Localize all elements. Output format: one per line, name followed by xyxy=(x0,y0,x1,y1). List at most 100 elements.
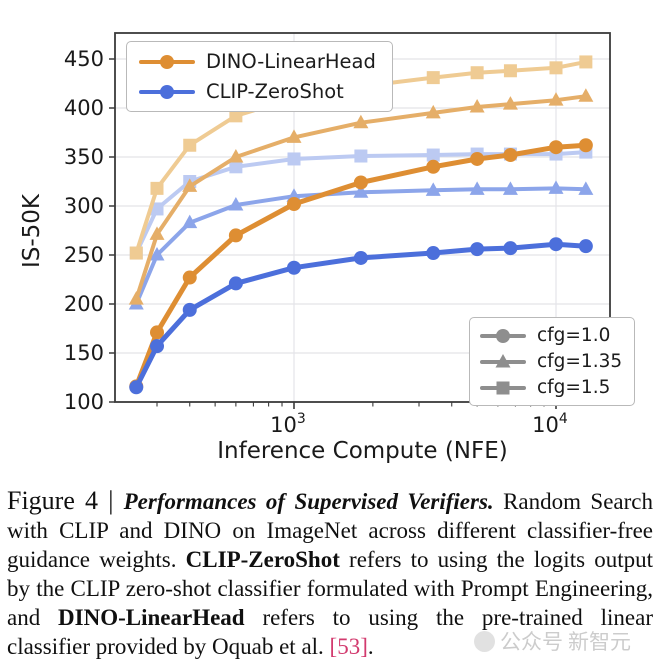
tick-label-y: 150 xyxy=(64,341,104,365)
triangle-marker-icon xyxy=(149,247,165,261)
caption-segment-r: refers to using the logits output by the… xyxy=(7,547,653,630)
triangle-legend-marker-icon xyxy=(480,353,526,367)
triangle-marker-icon xyxy=(502,96,518,110)
square-marker-icon xyxy=(426,71,440,85)
square-marker-icon xyxy=(354,149,368,163)
circle-marker-icon xyxy=(228,228,243,243)
triangle-marker-icon xyxy=(353,184,369,198)
circle-marker-icon xyxy=(496,328,510,343)
circle-marker-icon xyxy=(182,302,197,317)
square-marker-icon xyxy=(496,381,510,394)
circle-marker-icon xyxy=(549,237,563,252)
triangle-marker-icon xyxy=(228,149,244,163)
circle-marker-icon xyxy=(160,54,174,69)
circle-marker-icon xyxy=(160,84,174,99)
triangle-marker-icon xyxy=(286,129,302,143)
circle-marker-icon xyxy=(578,138,593,153)
triangle-marker-icon xyxy=(353,114,369,129)
tick-label-y: 300 xyxy=(64,194,104,218)
tick-label-y: 250 xyxy=(64,243,104,267)
legend-label: cfg=1.35 xyxy=(537,351,623,372)
legend-label: cfg=1.0 xyxy=(537,325,611,346)
square-legend-marker-icon xyxy=(480,381,526,394)
caption-segment-b: DINO-LinearHead xyxy=(58,605,245,630)
triangle-marker-icon xyxy=(425,182,441,196)
square-marker-icon xyxy=(129,246,143,260)
legend-item-cfg-1-5: cfg=1.5 xyxy=(480,377,622,398)
square-marker-icon xyxy=(470,66,484,80)
tick-label-y: 400 xyxy=(64,96,104,120)
legend-item-cfg-1-0: cfg=1.0 xyxy=(480,325,622,346)
triangle-marker-icon xyxy=(149,226,165,240)
square-marker-icon xyxy=(426,148,440,162)
tick-label-y: 200 xyxy=(64,292,104,316)
triangle-marker-icon xyxy=(495,353,511,367)
square-marker-icon xyxy=(229,160,243,174)
caption-segment-r: . xyxy=(367,634,374,659)
figure-caption: Figure 4 | Performances of Supervised Ve… xyxy=(7,486,653,661)
series-dino-linearhead-cfg1.0 xyxy=(129,138,593,394)
axes-spines xyxy=(114,32,611,403)
triangle-marker-icon xyxy=(182,214,198,229)
square-marker-icon xyxy=(287,152,301,166)
triangle-marker-icon xyxy=(228,197,244,211)
square-marker-icon xyxy=(150,181,164,195)
caption-segment-cite[interactable]: [53] xyxy=(329,634,368,659)
circle-marker-icon xyxy=(129,380,144,395)
square-marker-icon xyxy=(549,61,563,75)
triangle-marker-icon xyxy=(502,181,518,195)
triangle-marker-icon xyxy=(469,181,485,195)
caption-segment-r: refers to using the pre-trained linear c… xyxy=(7,605,653,659)
triangle-marker-icon xyxy=(182,178,198,192)
square-marker-icon xyxy=(579,55,593,69)
circle-marker-icon xyxy=(426,246,441,261)
tick-label-x: 103 xyxy=(270,411,306,437)
circle-marker-icon xyxy=(578,239,593,254)
tick-label-y: 100 xyxy=(64,390,104,414)
triangle-marker-icon xyxy=(578,181,594,195)
legend-item-clip-zeroshot: CLIP-ZeroShot xyxy=(139,80,376,103)
triangle-marker-icon xyxy=(469,99,485,113)
caption-segment-b: CLIP-ZeroShot xyxy=(185,547,340,572)
circle-marker-icon xyxy=(150,339,165,354)
circle-marker-icon xyxy=(353,250,368,265)
square-marker-icon xyxy=(503,64,517,78)
tick-label-y: 350 xyxy=(64,145,104,169)
square-marker-icon xyxy=(229,109,243,123)
legend-item-dino-linearhead: DINO-LinearHead xyxy=(139,50,376,73)
circle-marker-icon xyxy=(470,242,485,257)
circle-marker-icon xyxy=(150,325,165,340)
circle-marker-icon xyxy=(503,148,518,163)
legend-label: DINO-LinearHead xyxy=(206,50,376,73)
circle-marker-icon xyxy=(182,270,197,285)
circle-marker-icon xyxy=(549,140,563,155)
circle-marker-icon xyxy=(470,151,485,166)
series-dino-linearhead-cfg1.35 xyxy=(128,88,594,305)
triangle-marker-icon xyxy=(578,88,594,102)
caption-segment-bi: Performances of Supervised Verifiers. xyxy=(123,489,494,514)
tick-label-x: 104 xyxy=(532,411,568,437)
triangle-marker-icon xyxy=(128,291,144,305)
series-clip-zeroshot-cfg1.0 xyxy=(129,237,593,395)
circle-legend-marker-icon xyxy=(480,328,526,343)
x-axis-label: Inference Compute (NFE) xyxy=(217,438,508,464)
circle-legend-marker-icon xyxy=(139,54,195,69)
caption-segment-fig: Figure 4 | xyxy=(7,486,124,515)
legend-label: CLIP-ZeroShot xyxy=(206,80,344,103)
tick-label-y: 450 xyxy=(64,47,104,71)
triangle-marker-icon xyxy=(548,92,564,106)
circle-marker-icon xyxy=(426,159,441,174)
circle-marker-icon xyxy=(287,197,301,212)
triangle-marker-icon xyxy=(425,104,441,119)
caption-segment-r: Random Search with CLIP and DINO on Imag… xyxy=(7,489,654,572)
circle-legend-marker-icon xyxy=(139,84,195,99)
circle-marker-icon xyxy=(353,175,368,190)
triangle-marker-icon xyxy=(548,180,564,194)
legend-item-cfg-1-35: cfg=1.35 xyxy=(480,351,622,372)
square-marker-icon xyxy=(183,138,197,152)
square-marker-icon xyxy=(150,202,164,216)
circle-marker-icon xyxy=(287,260,301,275)
y-axis-label: IS-50K xyxy=(19,193,45,269)
legend-cfg: cfg=1.0 cfg=1.35 cfg=1.5 xyxy=(469,317,636,406)
